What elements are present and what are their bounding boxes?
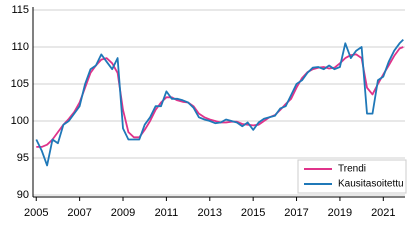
y-tick-label: 110 bbox=[11, 41, 29, 53]
chart: 90 95 100 105 110 115 2005 2007 2009 2011 2013 2015… bbox=[11, 4, 407, 219]
y-tick-label: 95 bbox=[17, 152, 29, 164]
x-tick-label: 2017 bbox=[284, 207, 308, 219]
legend-label: Trendi bbox=[338, 164, 366, 175]
x-tick-label: 2019 bbox=[328, 207, 352, 219]
x-tick-label: 2005 bbox=[24, 207, 48, 219]
x-tick-label: 2007 bbox=[67, 207, 91, 219]
legend-box bbox=[297, 159, 407, 194]
y-tick-label: 115 bbox=[11, 4, 29, 16]
series-line bbox=[35, 38, 404, 167]
y-tick-label: 100 bbox=[11, 115, 29, 127]
x-tick-label: 2009 bbox=[111, 207, 135, 219]
y-tick-label: 90 bbox=[17, 189, 29, 201]
y-tick-label: 105 bbox=[11, 78, 29, 90]
x-tick-label: 2013 bbox=[198, 207, 222, 219]
x-tick-label: 2011 bbox=[155, 207, 179, 219]
legend-label: Kausitasoitettu bbox=[338, 179, 404, 190]
x-tick-label: 2015 bbox=[241, 207, 265, 219]
x-tick-label: 2021 bbox=[371, 207, 395, 219]
series-line bbox=[36, 46, 404, 148]
